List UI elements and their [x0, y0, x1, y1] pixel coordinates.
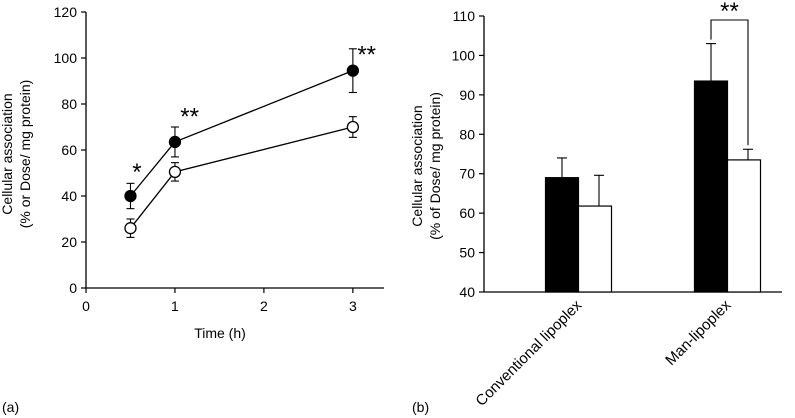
panel-b-label: (b): [412, 399, 429, 415]
panel-b-category-label: Man-lipoplex: [662, 296, 735, 369]
panel-a-y-axis-label-line2: (% or Dose/ mg protein): [17, 80, 33, 229]
panel-b-bar: [577, 205, 613, 293]
panel-a-y-tick-label: 20: [61, 234, 77, 250]
panel-a-x-tick-label: 1: [171, 298, 179, 314]
panel-a-y-tick-label: 80: [61, 96, 77, 112]
panel-a-data-point: [168, 135, 182, 149]
panel-b-y-tick-label: 110: [453, 8, 476, 24]
panel-a-y-axis-label-line1: Cellular association: [0, 93, 15, 214]
panel-a-label: (a): [2, 399, 19, 415]
panel-b-bar: [693, 80, 729, 293]
panel-a-x-tick-label: 2: [260, 298, 268, 314]
panel-b-y-tick-label: 60: [459, 205, 475, 221]
panel-a-data-point: [124, 189, 137, 203]
panel-b-y-tick-label: 70: [459, 166, 475, 182]
panel-a-significance-mark: **: [357, 42, 376, 69]
panel-b-significance-marks: **: [710, 0, 749, 146]
panel-a-significance-marks: *****: [132, 42, 376, 186]
panel-a-significance-mark: **: [180, 104, 199, 131]
panel-a-y-tick-label: 60: [61, 142, 77, 158]
panel-a-x-ticks: 0 1 2 3: [82, 288, 357, 314]
panel-a-y-ticks: 0 20 40 60 80 100 120: [54, 4, 86, 296]
panel-a-data-point: [124, 222, 137, 235]
panel-b-y-tick-label: 100: [452, 47, 476, 63]
panel-b-bar-chart: Cellular association (% of Dose/ mg prot…: [409, 0, 782, 415]
panel-b-y-axis-label-line2: (% of Dose/ mg protein): [427, 92, 443, 240]
panel-a-y-tick-label: 100: [54, 50, 78, 66]
panel-b-bars: [544, 43, 762, 293]
panel-a-y-tick-label: 40: [61, 188, 77, 204]
panel-a-data-point: [346, 120, 360, 134]
panel-b-y-ticks: 40 50 60 70 80 90 100 110: [452, 8, 484, 300]
panel-a-y-tick-label: 120: [54, 4, 78, 20]
panel-a-y-tick-label: 0: [69, 280, 77, 296]
panel-a-x-tick-label: 3: [349, 298, 357, 314]
panel-b-y-tick-label: 50: [459, 245, 475, 261]
panel-b-significance-mark: **: [720, 0, 739, 25]
panel-b-y-tick-label: 80: [459, 126, 475, 142]
panel-b-significance-bracket: [710, 19, 749, 146]
panel-a-time-course-chart: Cellular association (% or Dose/ mg prot…: [0, 4, 384, 415]
panel-b-category-label: Conventional lipoplex: [472, 296, 585, 409]
panel-a-data-point: [168, 165, 182, 179]
panel-b-bar: [544, 177, 580, 293]
panel-b-y-tick-label: 40: [459, 284, 475, 300]
panel-a-x-axis-label: Time (h): [194, 325, 246, 341]
panel-b-category-labels: Conventional lipoplex Man-lipoplex: [472, 296, 734, 409]
panel-b-bar: [726, 159, 762, 293]
panel-b-y-tick-label: 90: [459, 87, 475, 103]
panel-a-significance-mark: *: [132, 159, 141, 186]
panel-a-x-tick-label: 0: [82, 298, 90, 314]
panel-b-y-axis-label-line1: Cellular association: [409, 105, 425, 226]
panel-a-series-line-1: [129, 70, 354, 197]
panel-a-data-point: [346, 64, 360, 77]
panel-a-series: [124, 48, 360, 238]
panel-a-series-line-2: [129, 126, 354, 229]
